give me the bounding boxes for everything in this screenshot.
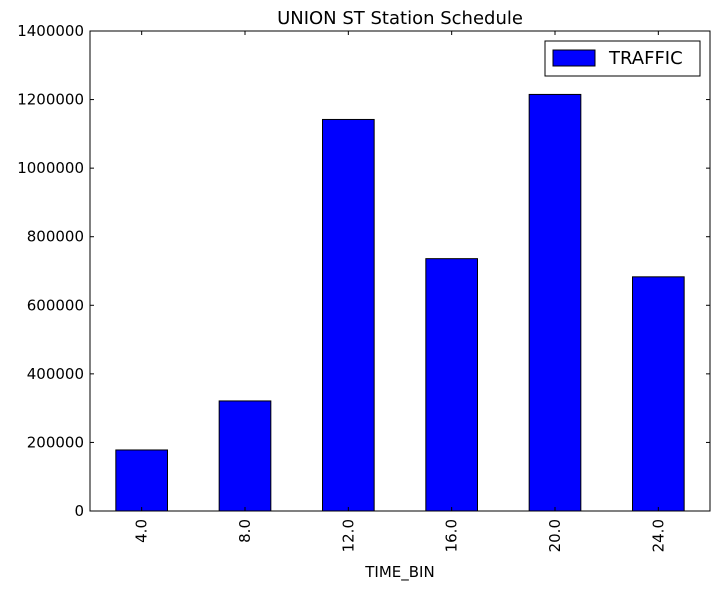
legend-swatch-traffic	[552, 49, 596, 67]
y-tick-label: 1000000	[17, 159, 84, 177]
x-tick-label: 8.0	[236, 519, 254, 543]
y-tick-label: 1200000	[17, 91, 84, 109]
chart-title: UNION ST Station Schedule	[277, 8, 523, 29]
bar-4-0	[115, 449, 169, 512]
y-tick-label: 1400000	[17, 22, 84, 40]
y-tick-label: 600000	[27, 296, 84, 314]
bar-8-0	[218, 400, 272, 512]
ticks-layer	[90, 30, 710, 512]
legend-label-traffic: TRAFFIC	[608, 48, 683, 69]
bar-24-0	[632, 276, 685, 512]
x-tick-label: 20.0	[546, 519, 564, 552]
x-tick-label: 24.0	[649, 519, 667, 552]
y-tick-labels: 0 200000 400000 600000 800000 1000000 1200000 1…	[17, 22, 84, 520]
plot-frame	[89, 30, 711, 512]
bars-layer	[115, 93, 685, 512]
x-tick-label: 12.0	[339, 519, 357, 552]
x-tick-label: 16.0	[443, 519, 461, 552]
y-tick-label: 400000	[27, 365, 84, 383]
x-tick-label: 4.0	[133, 519, 151, 543]
x-axis-title: TIME_BIN	[364, 563, 434, 582]
y-tick-label: 800000	[27, 228, 84, 246]
x-tick-labels: 4.0 8.0 12.0 16.0 20.0 24.0	[133, 519, 668, 552]
legend: TRAFFIC	[544, 40, 701, 77]
bar-20-0	[528, 93, 582, 512]
y-tick-label: 0	[74, 502, 84, 520]
y-tick-label: 200000	[27, 433, 84, 451]
bar-12-0	[322, 118, 375, 512]
bar-16-0	[425, 258, 479, 512]
